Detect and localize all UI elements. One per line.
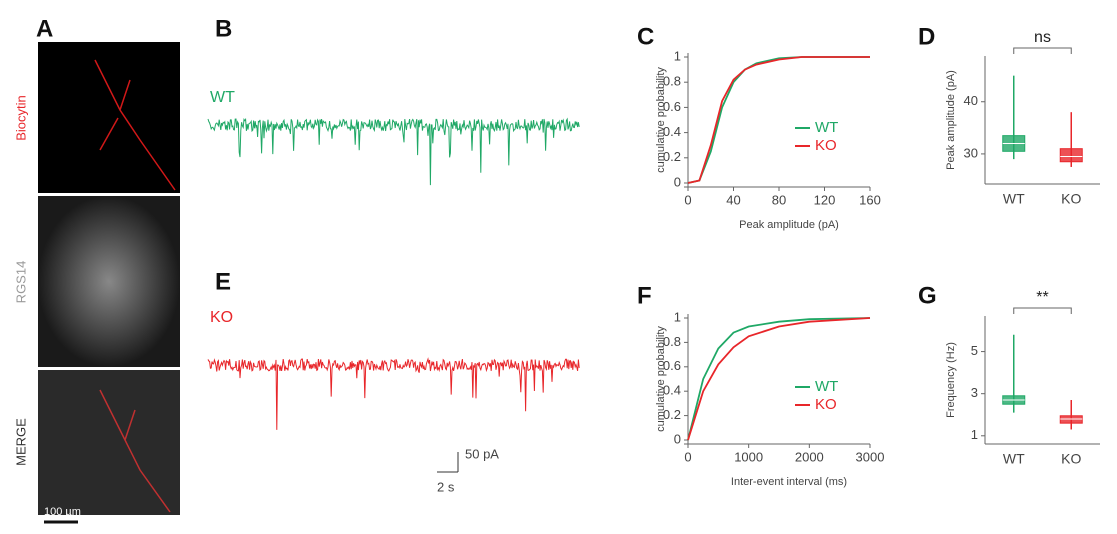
y-tick-label: 0: [674, 174, 681, 189]
legend-label: KO: [815, 396, 837, 413]
axis: [684, 314, 870, 445]
panel-label: A: [36, 15, 53, 42]
panel-label: D: [918, 23, 935, 50]
y-tick-label: 0.8: [663, 334, 681, 349]
x-tick-label: 0: [684, 449, 691, 464]
x-tick-label: KO: [1061, 451, 1081, 467]
y-tick-label: 5: [971, 343, 978, 358]
y-tick-label: 0.4: [663, 124, 681, 139]
x-tick-label: 160: [859, 192, 881, 207]
image-biocytin: [38, 42, 180, 193]
y-tick-label: 30: [964, 145, 978, 160]
y-axis-label: Frequency (Hz): [945, 342, 957, 418]
axis: [684, 53, 870, 188]
scale-bar-label: 100 µm: [44, 506, 81, 518]
x-axis-label: Inter-event interval (ms): [731, 476, 847, 488]
cdf-line: [687, 317, 871, 441]
cdf-line: [687, 56, 870, 184]
y-tick-label: 0.6: [663, 358, 681, 373]
x-tick-label: 1000: [734, 449, 763, 464]
panel-label: C: [637, 23, 654, 50]
image-label: RGS14: [13, 261, 28, 304]
legend-label: WT: [815, 378, 838, 395]
y-tick-label: 0.8: [663, 74, 681, 89]
y-tick-label: 1: [971, 427, 978, 442]
significance: ns: [1034, 29, 1051, 46]
y-axis-label: cumulative probability: [655, 67, 667, 173]
cdf-line: [687, 56, 870, 184]
panel-label: E: [215, 268, 231, 295]
significance: **: [1036, 289, 1048, 306]
y-axis-label: cumulative probability: [655, 326, 667, 432]
y-tick-label: 0: [674, 431, 681, 446]
image-neuron: [99, 389, 171, 513]
y-tick-label: 0.4: [663, 383, 681, 398]
x-axis-label: Peak amplitude (pA): [739, 219, 839, 231]
box: [1059, 415, 1083, 424]
trace: [207, 117, 580, 186]
y-tick-label: 0.2: [663, 149, 681, 164]
axis: [984, 56, 1100, 185]
legend-label: WT: [815, 119, 838, 136]
x-tick-label: 40: [726, 192, 740, 207]
image-rgs14: [38, 196, 180, 367]
y-tick-label: 1: [674, 48, 681, 63]
y-tick-label: 1: [674, 309, 681, 324]
x-tick-label: 2000: [795, 449, 824, 464]
trace-label: KO: [210, 309, 233, 326]
panel-label: B: [215, 15, 232, 42]
y-tick-label: 40: [964, 93, 978, 108]
image-label: Biocytin: [13, 95, 28, 141]
x-tick-label: 0: [684, 192, 691, 207]
scale-bar-label: 2 s: [437, 479, 455, 494]
legend-label: KO: [815, 137, 837, 154]
y-tick-label: 3: [971, 385, 978, 400]
x-tick-label: WT: [1003, 191, 1025, 207]
trace: [207, 357, 580, 430]
scale-bar-label: 50 pA: [465, 446, 499, 461]
y-tick-label: 0.2: [663, 407, 681, 422]
image-merge: [38, 370, 180, 515]
y-tick-label: 0.6: [663, 99, 681, 114]
image-neuron: [94, 59, 176, 191]
cdf-line: [687, 317, 871, 441]
image-label: MERGE: [13, 418, 28, 466]
axis: [984, 316, 1100, 445]
x-tick-label: 120: [814, 192, 836, 207]
panel-label: F: [637, 282, 652, 309]
trace-label: WT: [210, 89, 235, 106]
x-tick-label: 3000: [856, 449, 885, 464]
box: [1059, 148, 1083, 163]
significance-bracket: [1013, 47, 1072, 54]
x-tick-label: 80: [772, 192, 786, 207]
panel-label: G: [918, 282, 937, 309]
y-axis-label: Peak amplitude (pA): [945, 70, 957, 170]
x-tick-label: WT: [1003, 451, 1025, 467]
significance-bracket: [1013, 307, 1072, 314]
x-tick-label: KO: [1061, 191, 1081, 207]
